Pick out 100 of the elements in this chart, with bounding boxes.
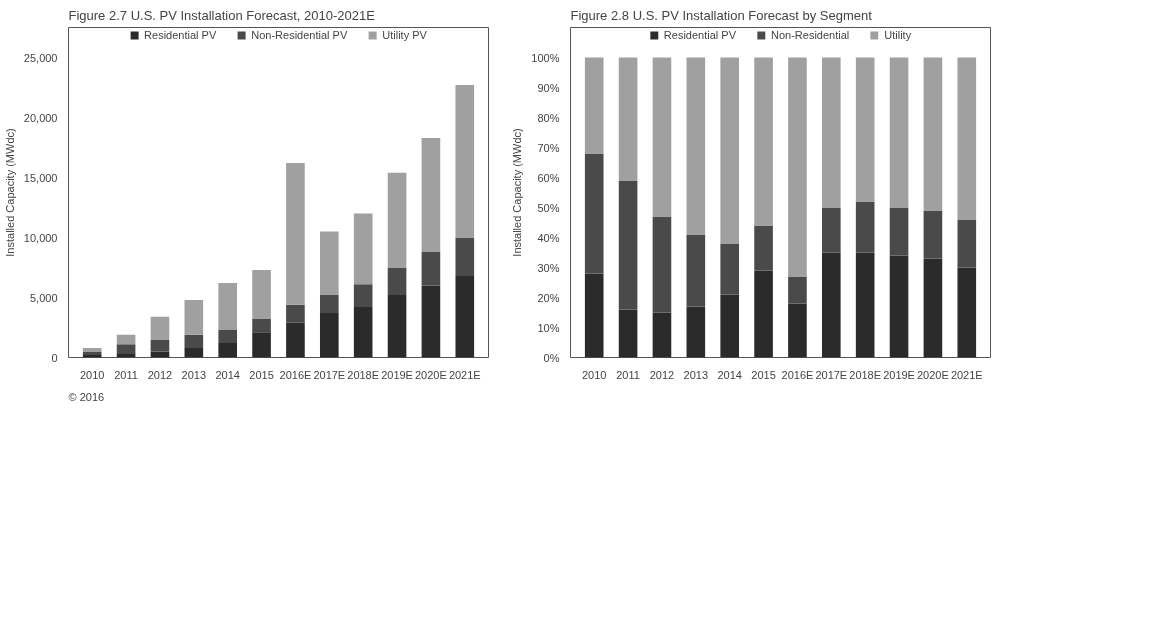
chart-title: Figure 2.7 U.S. PV Installation Forecast, 2010-2021E (68, 7, 376, 23)
x-tick-label: 2015 (751, 368, 776, 381)
bar (584, 57, 604, 154)
y-tick-label: 60% (537, 171, 560, 184)
x-tick-label: 2011 (114, 368, 138, 381)
text: © 2016 (68, 390, 105, 403)
bar (957, 267, 977, 358)
bar (652, 216, 672, 313)
bar (618, 180, 638, 310)
bar (821, 252, 841, 358)
bar (286, 304, 305, 323)
bar (82, 347, 102, 352)
bar (353, 213, 373, 285)
x-tick-label: 2016E (781, 368, 814, 381)
bar (455, 275, 475, 358)
y-tick-label: 0 (51, 351, 58, 364)
y-tick-label: 10% (537, 321, 560, 334)
bar (855, 252, 875, 358)
y-tick-label: 70% (537, 141, 560, 154)
bar (686, 234, 706, 307)
x-tick-label: 2011 (616, 368, 640, 381)
bar (618, 309, 638, 358)
bar (116, 344, 136, 354)
legend-label: Residential PV (144, 29, 217, 41)
bar (387, 295, 407, 358)
bar (353, 307, 373, 358)
bar (184, 299, 204, 335)
bar (923, 210, 943, 259)
x-tick-label: 2020E (917, 368, 949, 381)
bar (923, 57, 943, 211)
y-axis-title: Installed Capacity (MWdc) (3, 128, 16, 257)
bar (387, 267, 407, 296)
bar (652, 57, 672, 217)
x-tick-label: 2021E (448, 368, 481, 381)
bar (821, 57, 841, 208)
y-tick-label: 80% (537, 111, 560, 124)
bar (421, 137, 441, 252)
bar (957, 219, 977, 268)
x-tick-label: 2013 (181, 368, 207, 381)
bar (353, 284, 373, 308)
legend-label: Non-Residential PV (251, 29, 348, 41)
bar (652, 312, 672, 358)
legend-label: Utility (884, 29, 912, 41)
bar (754, 225, 773, 271)
y-axis-title: Installed Capacity (MWdc) (511, 128, 524, 257)
bar (150, 339, 170, 352)
bar (754, 270, 773, 358)
y-tick-label: 90% (537, 81, 560, 94)
bar (252, 319, 271, 333)
x-tick-label: 2012 (147, 368, 173, 381)
bar (889, 207, 909, 256)
chart-title: Figure 2.8 U.S. PV Installation Forecast by Segment (570, 7, 873, 23)
y-tick-label: 5,000 (29, 291, 58, 304)
bar (788, 57, 807, 277)
bar (754, 57, 773, 226)
bar (319, 231, 339, 296)
bar (455, 237, 475, 276)
bar (855, 201, 875, 253)
x-tick-label: 2014 (215, 368, 240, 381)
bar (184, 347, 204, 358)
legend-label: Non-Residential (771, 29, 850, 41)
bar (218, 329, 238, 344)
bar (184, 334, 204, 348)
bar (686, 57, 706, 235)
y-tick-label: 25,000 (23, 51, 58, 64)
x-tick-label: 2020E (415, 368, 447, 381)
x-tick-label: 2016E (279, 368, 312, 381)
bar (720, 57, 740, 244)
x-tick-label: 2018E (347, 368, 380, 381)
y-tick-label: 15,000 (23, 171, 58, 184)
bar (923, 258, 943, 358)
bar (319, 313, 339, 358)
bar (252, 332, 271, 358)
x-tick-label: 2014 (717, 368, 742, 381)
bar (957, 57, 977, 220)
bar (218, 343, 238, 358)
bar (421, 285, 441, 358)
x-tick-label: 2015 (249, 368, 274, 381)
bar (788, 303, 807, 358)
bar (387, 172, 407, 268)
x-tick-label: 2019E (883, 368, 915, 381)
x-tick-label: 2010 (79, 368, 105, 381)
bar (252, 269, 271, 320)
bar (421, 251, 441, 286)
y-tick-label: 20,000 (23, 111, 58, 124)
bar (821, 207, 841, 253)
x-tick-label: 2017E (313, 368, 346, 381)
y-tick-label: 10,000 (23, 231, 58, 244)
y-tick-label: 100% (531, 51, 560, 64)
legend-label: Utility PV (382, 29, 427, 41)
bar (150, 316, 170, 340)
x-tick-label: 2017E (815, 368, 848, 381)
x-tick-label: 2019E (381, 368, 413, 381)
bar (584, 153, 604, 274)
bar (686, 306, 706, 358)
bar (286, 322, 305, 358)
bar (116, 334, 136, 345)
y-tick-label: 40% (537, 231, 560, 244)
y-tick-label: 30% (537, 261, 560, 274)
bar (218, 283, 238, 330)
